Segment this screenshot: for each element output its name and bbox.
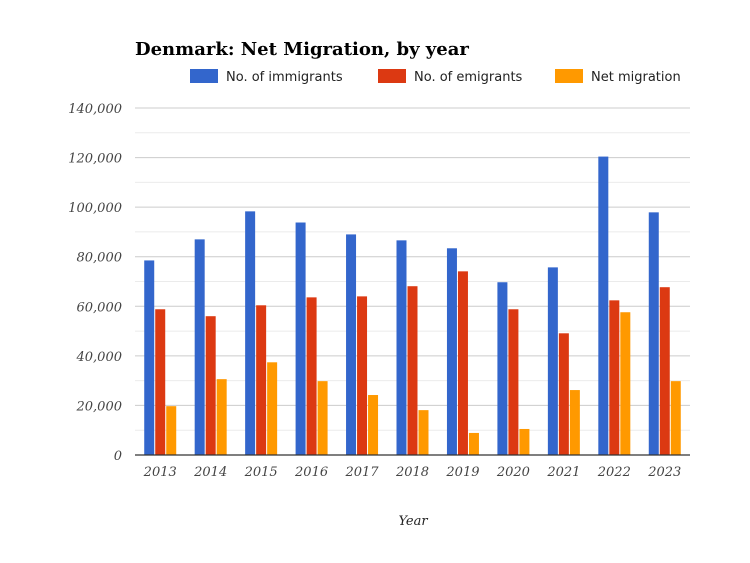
bar-2019-0 [446, 248, 457, 455]
bar-2021-0 [547, 267, 558, 455]
bar-2020-1 [508, 309, 519, 455]
bar-2018-1 [407, 286, 418, 455]
legend-label: Net migration [591, 70, 681, 85]
x-tick-label: 2016 [294, 465, 328, 480]
bar-2020-0 [497, 282, 508, 455]
bar-2023-0 [648, 212, 659, 455]
y-tick-label: 40,000 [76, 350, 123, 365]
bar-2013-2 [166, 406, 177, 455]
bar-2023-1 [659, 287, 670, 455]
legend: No. of immigrants No. of emigrants Net mig… [190, 69, 681, 85]
bar-2017-0 [346, 234, 357, 455]
bar-2013-1 [155, 309, 166, 455]
x-axis-ticks: 2013 2014 2015 2016 2017 2018 2019 2020 2021 2022… [143, 465, 682, 480]
x-tick-label: 2018 [395, 465, 429, 480]
bar-2016-0 [295, 222, 306, 455]
x-tick-label: 2014 [193, 465, 227, 480]
x-axis-label: Year [398, 514, 428, 529]
bar-2023-2 [670, 381, 681, 455]
bar-2017-2 [368, 395, 379, 455]
y-tick-label: 0 [114, 449, 122, 464]
legend-label: No. of emigrants [414, 70, 523, 85]
bar-2015-2 [267, 362, 278, 455]
y-tick-label: 20,000 [76, 399, 123, 414]
bar-2015-0 [245, 211, 256, 455]
bar-2013-0 [144, 260, 155, 455]
bar-2022-0 [598, 156, 609, 455]
chart-title: Denmark: Net Migration, by year [135, 39, 469, 60]
bar-2018-0 [396, 240, 407, 455]
bar-2016-2 [317, 381, 328, 455]
x-tick-label: 2022 [597, 465, 631, 480]
legend-swatch [190, 69, 218, 83]
bar-2015-1 [256, 305, 267, 455]
bar-2021-1 [558, 333, 569, 455]
bar-2019-2 [468, 432, 479, 455]
legend-swatch [555, 69, 583, 83]
x-tick-label: 2013 [143, 465, 177, 480]
x-tick-label: 2015 [244, 465, 278, 480]
y-tick-label: 140,000 [68, 102, 122, 117]
bar-2018-2 [418, 410, 429, 455]
y-tick-label: 60,000 [77, 300, 123, 315]
x-tick-label: 2017 [344, 465, 379, 480]
bar-2014-0 [194, 239, 205, 455]
legend-label: No. of immigrants [226, 70, 343, 85]
bar-2021-2 [569, 390, 580, 455]
x-tick-label: 2020 [496, 465, 530, 480]
bar-2014-1 [205, 316, 216, 455]
bar-2022-1 [609, 300, 620, 455]
y-tick-label: 80,000 [77, 251, 123, 266]
bar-2017-1 [357, 296, 368, 455]
bar-2016-1 [306, 297, 317, 455]
x-tick-label: 2021 [546, 465, 580, 480]
bar-2020-2 [519, 428, 530, 455]
x-tick-label: 2019 [445, 465, 479, 480]
legend-swatch [378, 69, 406, 83]
x-tick-label: 2023 [647, 465, 681, 480]
bars [144, 156, 681, 455]
y-tick-label: 120,000 [68, 152, 122, 167]
bar-2022-2 [620, 312, 631, 455]
y-axis-ticks: 0 20,000 40,000 60,000 80,000 100,000 120,000 1… [68, 102, 122, 464]
bar-2014-2 [216, 379, 227, 455]
bar-2019-1 [457, 271, 468, 455]
y-tick-label: 100,000 [68, 201, 122, 216]
